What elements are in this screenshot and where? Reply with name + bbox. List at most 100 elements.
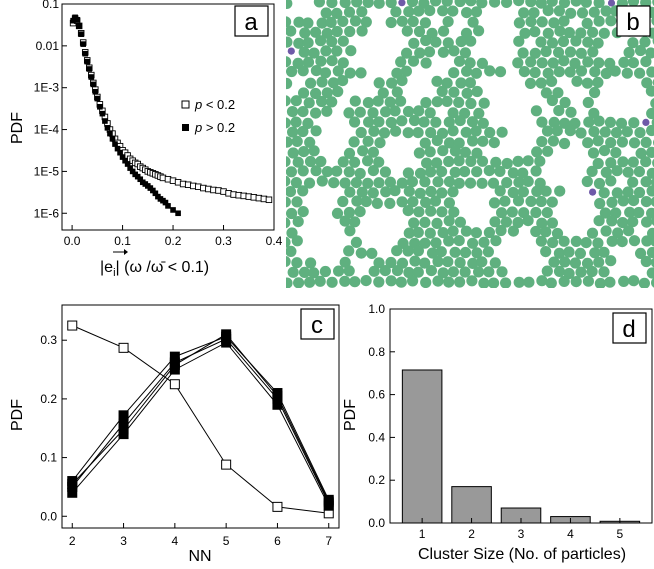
particle <box>471 147 483 159</box>
data-point-filled <box>92 88 99 95</box>
particle <box>574 247 587 259</box>
particle <box>628 117 640 129</box>
panel-b-particle-snapshot: b <box>286 0 654 288</box>
particle <box>420 34 432 47</box>
y-tick-label: 1.0 <box>368 302 385 316</box>
particle <box>506 206 518 218</box>
particle <box>593 115 605 127</box>
particle <box>589 247 601 259</box>
particle <box>633 166 646 178</box>
particle <box>470 67 482 79</box>
particle <box>635 247 647 259</box>
particle <box>628 275 640 287</box>
particle <box>436 206 448 218</box>
particle <box>425 265 437 277</box>
particle <box>546 196 558 208</box>
particle <box>389 105 401 117</box>
particle <box>581 175 593 188</box>
particle <box>412 266 424 278</box>
particle <box>640 176 652 188</box>
particle <box>337 15 349 27</box>
particle <box>467 237 479 249</box>
particle <box>406 0 419 8</box>
particle <box>402 105 415 118</box>
legend-open-square-icon <box>181 100 190 109</box>
particle <box>297 206 309 218</box>
particle <box>310 165 322 177</box>
particle <box>651 277 654 288</box>
particle <box>297 185 309 197</box>
particle <box>553 46 565 59</box>
particle <box>592 237 604 249</box>
particle <box>355 67 367 79</box>
particle <box>641 235 653 247</box>
data-point-filled <box>124 161 131 167</box>
particle <box>367 146 379 158</box>
particle <box>360 16 372 28</box>
particle <box>565 7 577 19</box>
particle <box>650 235 654 247</box>
particle <box>588 6 600 18</box>
particle <box>618 275 630 287</box>
particle <box>315 155 327 168</box>
particle <box>374 137 386 149</box>
particle <box>406 176 418 188</box>
data-point-open <box>118 342 129 353</box>
particle <box>385 256 397 269</box>
particle <box>501 157 513 170</box>
particle <box>512 216 524 229</box>
particle <box>535 195 547 208</box>
particle <box>583 116 595 128</box>
particle <box>494 165 506 177</box>
particle <box>575 27 587 39</box>
particle <box>650 196 654 207</box>
panel-a-y-ticks: 0.1 0.01 1E-3 1E-4 1E-5 1E-6 <box>34 0 67 220</box>
data-point-filled <box>102 118 108 124</box>
y-tick-label: 1E-4 <box>34 123 60 137</box>
particle <box>286 25 297 37</box>
particle <box>593 57 605 69</box>
particle <box>355 247 367 259</box>
particle <box>396 115 408 127</box>
x-tick-label: 5 <box>617 527 624 541</box>
particle <box>478 277 490 288</box>
particle <box>310 87 322 100</box>
defect-particle <box>642 118 650 126</box>
particle <box>337 195 349 208</box>
particle <box>646 107 654 120</box>
particle <box>599 207 612 219</box>
particle <box>640 136 652 148</box>
particle <box>467 135 479 147</box>
data-point-filled <box>70 17 76 24</box>
particle <box>461 65 473 77</box>
particle <box>459 266 471 278</box>
data-point-filled <box>162 199 169 206</box>
particle <box>646 167 654 179</box>
panel-c-y-axis-label: PDF <box>9 399 26 431</box>
particle <box>437 145 449 157</box>
particle <box>297 106 309 118</box>
particle <box>634 127 646 139</box>
particle <box>640 156 652 168</box>
y-tick-label: 0.0 <box>368 516 385 530</box>
particle <box>513 35 525 47</box>
particle <box>368 265 380 277</box>
particle <box>531 146 543 158</box>
particle <box>316 95 328 108</box>
particle <box>339 256 351 268</box>
particle <box>331 45 343 57</box>
particle <box>396 196 408 208</box>
particle <box>588 126 600 138</box>
legend-label-p-gt: p > 0.2 <box>194 120 235 135</box>
particle <box>570 0 582 7</box>
particle <box>348 136 360 148</box>
particle <box>423 46 436 58</box>
particle <box>373 177 385 189</box>
particle <box>443 215 455 227</box>
particle <box>443 176 456 188</box>
particle <box>587 26 599 38</box>
y-tick-label: 0.2 <box>368 473 385 487</box>
particle <box>459 146 471 158</box>
particle <box>414 167 427 179</box>
particle <box>419 257 431 269</box>
